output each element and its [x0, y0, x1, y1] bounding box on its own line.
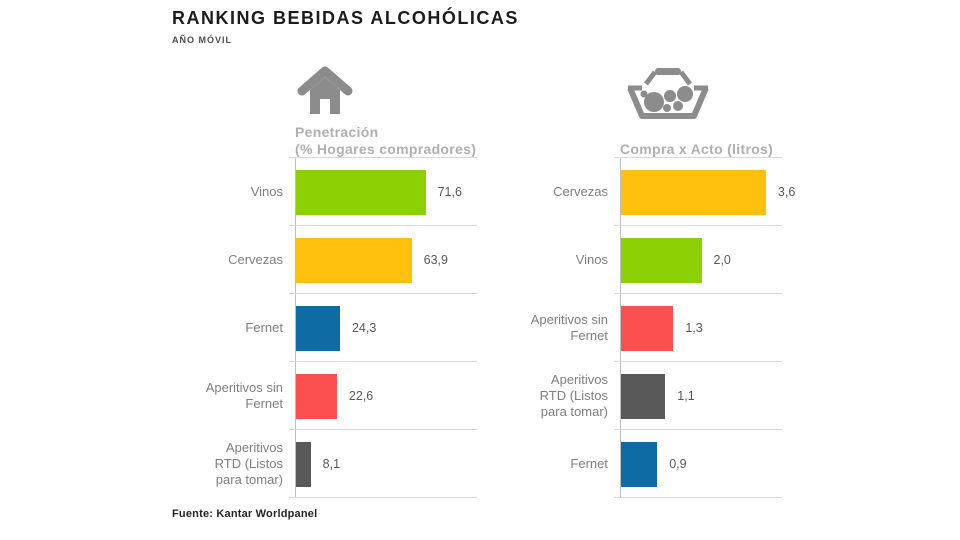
house-icon [297, 66, 353, 118]
category-label: Aperitivos sin Fernet [205, 380, 283, 411]
category-label: Cervezas [228, 252, 283, 267]
value-label: 2,0 [713, 253, 731, 267]
chart-title-left: Penetración (% Hogares compradores) [295, 124, 476, 158]
purchase-per-act-chart: Compra x Acto (litros) Cervezas 3,6 Vinos 2… [495, 62, 880, 498]
purchase-per-act-chart-header: Compra x Acto (litros) [620, 62, 880, 158]
category-label: Aperitivos sin Fernet [530, 312, 608, 343]
chart-title-right: Compra x Acto (litros) [620, 141, 773, 158]
bar [621, 169, 766, 215]
page-subtitle: AÑO MÓVIL [172, 35, 232, 45]
bar [621, 237, 702, 283]
value-label: 71,6 [437, 185, 462, 199]
bar [621, 373, 666, 419]
bar [296, 305, 340, 351]
bar-row: Aperitivos sin Fernet 1,3 [495, 293, 880, 362]
bar-row: Aperitivos sin Fernet 22,6 [175, 361, 490, 430]
source-note: Fuente: Kantar Worldpanel [172, 508, 318, 520]
chart-title-line1: Penetración [295, 124, 379, 140]
plot-area: 1,1 [614, 361, 782, 430]
category-label: Fernet [245, 320, 283, 335]
bar [621, 305, 674, 351]
plot-area: 1,3 [614, 293, 782, 362]
bar [296, 441, 311, 487]
page-title: RANKING BEBIDAS ALCOHÓLICAS [172, 8, 519, 28]
plot-area: 0,9 [614, 429, 782, 498]
value-label: 24,3 [351, 321, 377, 335]
bar-row: Aperitivos RTD (Listos para tomar) 8,1 [175, 429, 490, 498]
chart-title-line1: Compra x Acto (litros) [620, 141, 774, 157]
value-label: 1,3 [685, 321, 703, 335]
penetration-chart-body: Vinos 71,6 Cervezas 63,9 Fernet 24,3 Aperitivo… [175, 157, 490, 498]
value-label: 3,6 [777, 185, 796, 199]
plot-area: 8,1 [289, 429, 477, 498]
bar-row: Aperitivos RTD (Listos para tomar) 1,1 [495, 361, 880, 430]
value-label: 0,9 [669, 457, 687, 471]
plot-area: 24,3 [289, 293, 477, 362]
category-label: Aperitivos RTD (Listos para tomar) [214, 440, 283, 487]
category-label: Vinos [250, 184, 283, 199]
bar-row: Fernet 24,3 [175, 293, 490, 362]
basket-icon [622, 66, 714, 122]
bar [296, 237, 412, 283]
chart-title-line2: (% Hogares compradores) [295, 141, 477, 157]
bar-row: Cervezas 63,9 [175, 225, 490, 294]
bar-row: Fernet 0,9 [495, 429, 880, 498]
bar-row: Vinos 71,6 [175, 157, 490, 226]
bar [296, 169, 426, 215]
category-label: Cervezas [553, 184, 608, 199]
penetration-chart: Penetración (% Hogares compradores) Vino… [175, 62, 490, 498]
value-label: 8,1 [322, 457, 341, 471]
category-label: Aperitivos RTD (Listos para tomar) [539, 372, 608, 419]
plot-area: 63,9 [289, 225, 477, 294]
penetration-chart-header: Penetración (% Hogares compradores) [295, 62, 490, 158]
title-block: RANKING BEBIDAS ALCOHÓLICAS AÑO MÓVIL [172, 8, 519, 45]
value-label: 22,6 [348, 389, 374, 403]
category-label: Fernet [570, 456, 608, 471]
plot-area: 22,6 [289, 361, 477, 430]
value-label: 1,1 [677, 389, 695, 403]
bar-row: Vinos 2,0 [495, 225, 880, 294]
category-label: Vinos [575, 252, 608, 267]
purchase-per-act-chart-body: Cervezas 3,6 Vinos 2,0 Aperitivos sin Fernet… [495, 157, 880, 498]
plot-area: 3,6 [614, 157, 795, 226]
bar [296, 373, 337, 419]
value-label: 63,9 [423, 253, 448, 267]
bar-row: Cervezas 3,6 [495, 157, 880, 226]
bar [621, 441, 658, 487]
plot-area: 2,0 [614, 225, 782, 294]
plot-area: 71,6 [289, 157, 477, 226]
